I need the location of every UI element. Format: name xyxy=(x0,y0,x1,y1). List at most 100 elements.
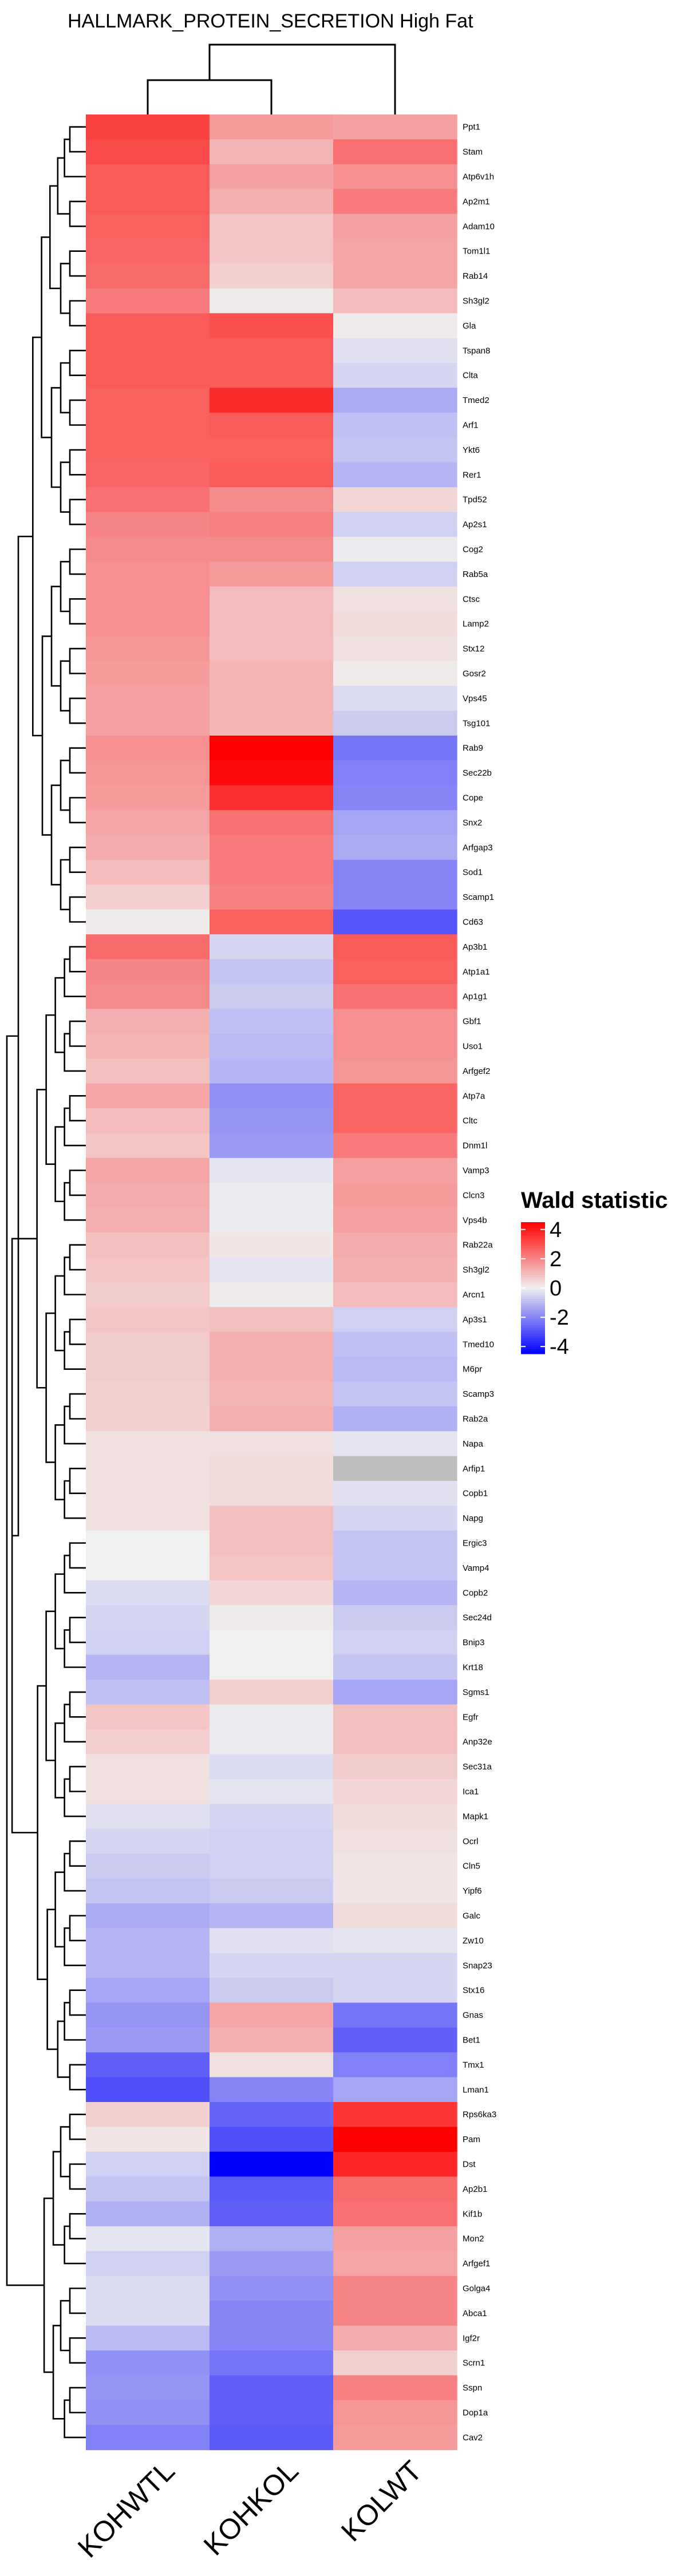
dendrogram-branch xyxy=(41,635,52,836)
row-label: Golga4 xyxy=(463,2284,490,2294)
heatmap-cell xyxy=(210,1257,334,1283)
heatmap-cell xyxy=(86,1108,210,1133)
heatmap-cell xyxy=(86,959,210,985)
dendrogram-branch xyxy=(64,2225,86,2265)
dendrogram-branch xyxy=(69,250,86,277)
heatmap-cell xyxy=(333,2151,457,2177)
row-label: Tsg101 xyxy=(463,718,490,728)
heatmap-cell xyxy=(86,884,210,910)
legend-swatch xyxy=(521,1347,545,1350)
heatmap-cell xyxy=(86,1431,210,1457)
heatmap-cell xyxy=(86,661,210,686)
heatmap-cell xyxy=(210,1630,334,1656)
heatmap-cell xyxy=(86,1381,210,1407)
dendrogram-branch xyxy=(69,647,86,674)
heatmap-cell xyxy=(333,388,457,413)
row-label: Kif1b xyxy=(463,2209,482,2219)
dendrogram-branch xyxy=(54,1871,65,1948)
dendrogram-branch xyxy=(64,1107,86,1147)
heatmap-cell xyxy=(333,412,457,438)
heatmap-cell xyxy=(333,1257,457,1283)
legend-swatch xyxy=(521,1270,545,1273)
heatmap-cell xyxy=(86,412,210,438)
heatmap-cell xyxy=(210,2226,334,2251)
legend-swatch xyxy=(521,1310,545,1313)
heatmap-cell xyxy=(210,1381,334,1407)
dendrogram-branch xyxy=(60,859,70,911)
heatmap-cell xyxy=(210,1009,334,1034)
heatmap-cell xyxy=(86,1580,210,1606)
dendrogram-branch xyxy=(69,1170,86,1196)
heatmap-cell xyxy=(333,760,457,786)
heatmap-cell xyxy=(210,1903,334,1929)
heatmap-cell xyxy=(333,214,457,239)
heatmap-cell xyxy=(86,1555,210,1581)
heatmap-cell xyxy=(333,2002,457,2028)
dendrogram-branch xyxy=(69,747,86,774)
heatmap-cell xyxy=(210,437,334,463)
row-label: Rab22a xyxy=(463,1240,493,1250)
heatmap-cell xyxy=(210,2002,334,2028)
dendrogram-branch xyxy=(69,2387,86,2413)
heatmap-cell xyxy=(86,1928,210,1954)
legend-tick-label: 2 xyxy=(550,1247,562,1271)
dendrogram-branch xyxy=(69,126,86,153)
dendrogram-branch xyxy=(69,847,86,873)
dendrogram-branch xyxy=(64,1704,86,1743)
heatmap-cell xyxy=(210,934,334,960)
heatmap-cell xyxy=(86,288,210,314)
heatmap-cell xyxy=(210,114,334,140)
heatmap-cell xyxy=(333,1555,457,1581)
heatmap-cell xyxy=(86,1481,210,1506)
heatmap-cell xyxy=(333,2127,457,2152)
row-label: Cln5 xyxy=(463,1862,480,1871)
heatmap-cell xyxy=(333,1978,457,2003)
row-label: Galc xyxy=(463,1911,480,1921)
dendrogram-branch xyxy=(60,660,70,712)
dendrogram-branch xyxy=(64,1629,86,1668)
heatmap-cell xyxy=(86,1207,210,1233)
row-label: Sspn xyxy=(463,2383,482,2393)
dendrogram-branch xyxy=(60,760,70,811)
dendrogram-branch xyxy=(45,1610,56,1761)
legend-swatch xyxy=(521,1226,545,1229)
heatmap-cell xyxy=(210,536,334,562)
legend-swatch xyxy=(521,1288,545,1291)
dendrogram-branch xyxy=(64,1405,86,1445)
heatmap-cell xyxy=(86,1530,210,1556)
dendrogram-branch xyxy=(69,1617,86,1643)
heatmap-cell xyxy=(333,139,457,165)
dendrogram-branch xyxy=(69,1765,86,1792)
heatmap-cell xyxy=(333,2077,457,2103)
dendrogram-branch xyxy=(64,958,86,997)
dendrogram-branch xyxy=(69,2163,86,2190)
heatmap-cell xyxy=(333,860,457,885)
dendrogram-branch xyxy=(69,1095,86,1121)
row-label: Sec24d xyxy=(463,1613,492,1623)
dendrogram-branch xyxy=(46,1909,58,2050)
heatmap-cell xyxy=(210,1953,334,1978)
legend-swatch xyxy=(521,1290,545,1293)
dendrogram-branch xyxy=(45,1312,56,1463)
dendrogram-branch xyxy=(69,598,86,625)
heatmap-cell xyxy=(86,1630,210,1656)
heatmap-cell xyxy=(210,1530,334,1556)
row-label: Rer1 xyxy=(463,470,481,480)
heatmap-cell xyxy=(210,1058,334,1084)
legend-swatch xyxy=(521,1292,545,1295)
heatmap-cell xyxy=(210,1157,334,1183)
row-label: Ap2b1 xyxy=(463,2184,487,2194)
heatmap-cell xyxy=(210,363,334,388)
heatmap-cell xyxy=(333,1133,457,1159)
heatmap-cell xyxy=(210,2400,334,2425)
legend-tick-label: -4 xyxy=(550,1335,569,1359)
heatmap-cell xyxy=(210,1580,334,1606)
row-label: Stx16 xyxy=(463,1986,484,1996)
heatmap-cell xyxy=(210,1431,334,1457)
dendrogram-branch xyxy=(60,2126,70,2178)
heatmap-cell xyxy=(333,1282,457,1307)
row-label: Clta xyxy=(463,371,478,381)
heatmap-cell xyxy=(86,2176,210,2202)
heatmap-cell xyxy=(210,1083,334,1109)
legend-swatch xyxy=(521,1253,545,1255)
